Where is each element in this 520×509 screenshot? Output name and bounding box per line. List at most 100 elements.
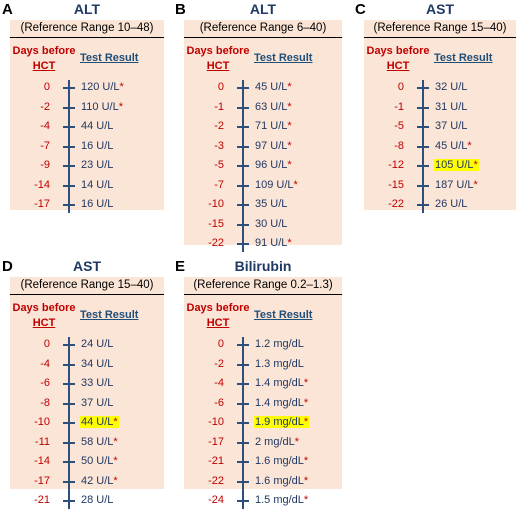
abnormal-marker: * <box>287 237 292 249</box>
header-test-result: Test Result <box>80 309 139 321</box>
test-result-text: 44 U/L <box>81 416 114 428</box>
panel-e: Bilirubin (Reference Range 0.2–1.3) Days b… <box>184 258 342 509</box>
test-result-value: 33 U/L <box>80 377 114 389</box>
test-result-text: 45 U/L <box>255 81 288 93</box>
days-before-value: -22 <box>388 198 404 210</box>
abnormal-marker: * <box>287 81 292 93</box>
test-result-text: 96 U/L <box>255 159 288 171</box>
header-days-line2: HCT <box>386 60 410 72</box>
test-result-value: 105 U/L* <box>434 159 479 171</box>
test-result-text: 1.4 mg/dL <box>255 396 304 409</box>
test-result-value: 44 U/L* <box>80 416 119 428</box>
test-result-value: 187 U/L* <box>434 179 479 191</box>
days-before-value: 0 <box>43 81 50 93</box>
test-result-value: 32 U/L <box>434 81 468 93</box>
test-result-value: 45 U/L* <box>434 140 473 152</box>
panel-letter: A <box>2 1 13 18</box>
abnormal-marker: * <box>473 159 478 171</box>
abnormal-marker: * <box>287 120 292 132</box>
test-result-text: 32 U/L <box>435 81 468 93</box>
test-result-value: 109 U/L* <box>254 179 299 191</box>
days-before-value: -8 <box>394 139 404 152</box>
test-result-text: 2 mg/dL <box>255 435 295 448</box>
timeline-tick <box>417 87 429 89</box>
test-result-value: 26 U/L <box>434 198 468 210</box>
test-result-value: 30 U/L <box>254 218 288 230</box>
abnormal-marker: * <box>287 100 292 113</box>
header-days-line1: Days before <box>186 302 250 314</box>
days-before-value: -22 <box>208 237 224 249</box>
days-before-value: -7 <box>214 178 224 191</box>
days-before-value: -22 <box>208 474 224 487</box>
timeline-tick <box>63 106 75 109</box>
abnormal-marker: * <box>113 435 118 448</box>
test-result-text: 71 U/L <box>255 120 288 132</box>
days-before-value: -17 <box>208 435 224 448</box>
test-result-value: 1.6 mg/dL* <box>254 455 309 467</box>
panel-subtitle: (Reference Range 10–48) <box>20 22 154 34</box>
days-before-value: -4 <box>40 120 50 132</box>
abnormal-marker: * <box>293 178 298 191</box>
timeline-tick <box>237 402 249 405</box>
days-before-value: -21 <box>34 494 50 506</box>
days-before-value: -24 <box>208 494 224 506</box>
days-before-value: -14 <box>34 178 50 191</box>
test-result-text: 109 U/L <box>255 178 294 191</box>
days-before-value: -2 <box>214 357 224 370</box>
panel-letter: D <box>2 258 13 275</box>
panel-b: ALT (Reference Range 6–40) Days before HCT T… <box>184 1 342 252</box>
days-before-value: 0 <box>397 81 404 93</box>
test-result-value: 16 U/L <box>80 140 114 152</box>
test-result-value: 1.4 mg/dL* <box>254 377 309 389</box>
test-result-text: 1.9 mg/dL <box>255 416 304 428</box>
timeline-tick <box>237 126 249 128</box>
test-result-text: 1.3 mg/dL <box>255 357 304 370</box>
abnormal-marker: * <box>113 455 118 467</box>
timeline-tick <box>417 184 429 187</box>
header-test-result: Test Result <box>254 52 313 64</box>
test-result-text: 63 U/L <box>255 100 288 113</box>
panel-subtitle: (Reference Range 0.2–1.3) <box>193 279 333 291</box>
timeline-tick <box>63 165 75 167</box>
panel-c: AST (Reference Range 15–40) Days before HCT… <box>364 1 516 213</box>
test-result-text: 1.2 mg/dL <box>255 338 304 350</box>
timeline-tick <box>63 500 75 502</box>
test-result-value: 1.5 mg/dL* <box>254 494 309 506</box>
days-before-value: -21 <box>208 455 224 467</box>
panel-subtitle: (Reference Range 6–40) <box>199 22 327 34</box>
panel-letter: C <box>355 1 366 18</box>
test-result-value: 1.4 mg/dL* <box>254 397 309 409</box>
test-result-text: 28 U/L <box>81 494 114 506</box>
timeline-tick <box>237 383 249 385</box>
abnormal-marker: * <box>287 159 292 171</box>
test-result-value: 23 U/L <box>80 159 114 171</box>
timeline-tick <box>237 480 249 483</box>
test-result-text: 37 U/L <box>435 120 468 132</box>
test-result-text: 35 U/L <box>255 198 288 210</box>
test-result-value: 63 U/L* <box>254 101 293 113</box>
test-result-text: 31 U/L <box>435 100 468 113</box>
timeline-tick <box>237 422 249 424</box>
abnormal-marker: * <box>287 139 292 152</box>
test-result-value: 14 U/L <box>80 179 114 191</box>
header-days-before-hct: Days before HCT <box>184 301 252 331</box>
days-before-value: -4 <box>40 357 50 370</box>
header-days-line1: Days before <box>366 45 430 57</box>
panel-title: AST <box>426 1 454 17</box>
days-before-value: -6 <box>214 396 224 409</box>
timeline-tick <box>237 87 249 89</box>
timeline-tick <box>417 126 429 128</box>
timeline-tick <box>237 106 249 109</box>
test-result-text: 42 U/L <box>81 474 114 487</box>
test-result-text: 91 U/L <box>255 237 288 249</box>
panel-subtitle: (Reference Range 15–40) <box>373 22 507 34</box>
test-result-text: 187 U/L <box>435 178 474 191</box>
timeline-tick <box>417 204 429 206</box>
abnormal-marker: * <box>113 416 118 428</box>
timeline-tick <box>63 402 75 405</box>
test-result-text: 110 U/L <box>81 100 119 113</box>
timeline-tick <box>63 363 75 366</box>
abnormal-marker: * <box>303 377 309 389</box>
abnormal-marker: * <box>303 396 309 409</box>
test-result-text: 34 U/L <box>81 357 114 370</box>
